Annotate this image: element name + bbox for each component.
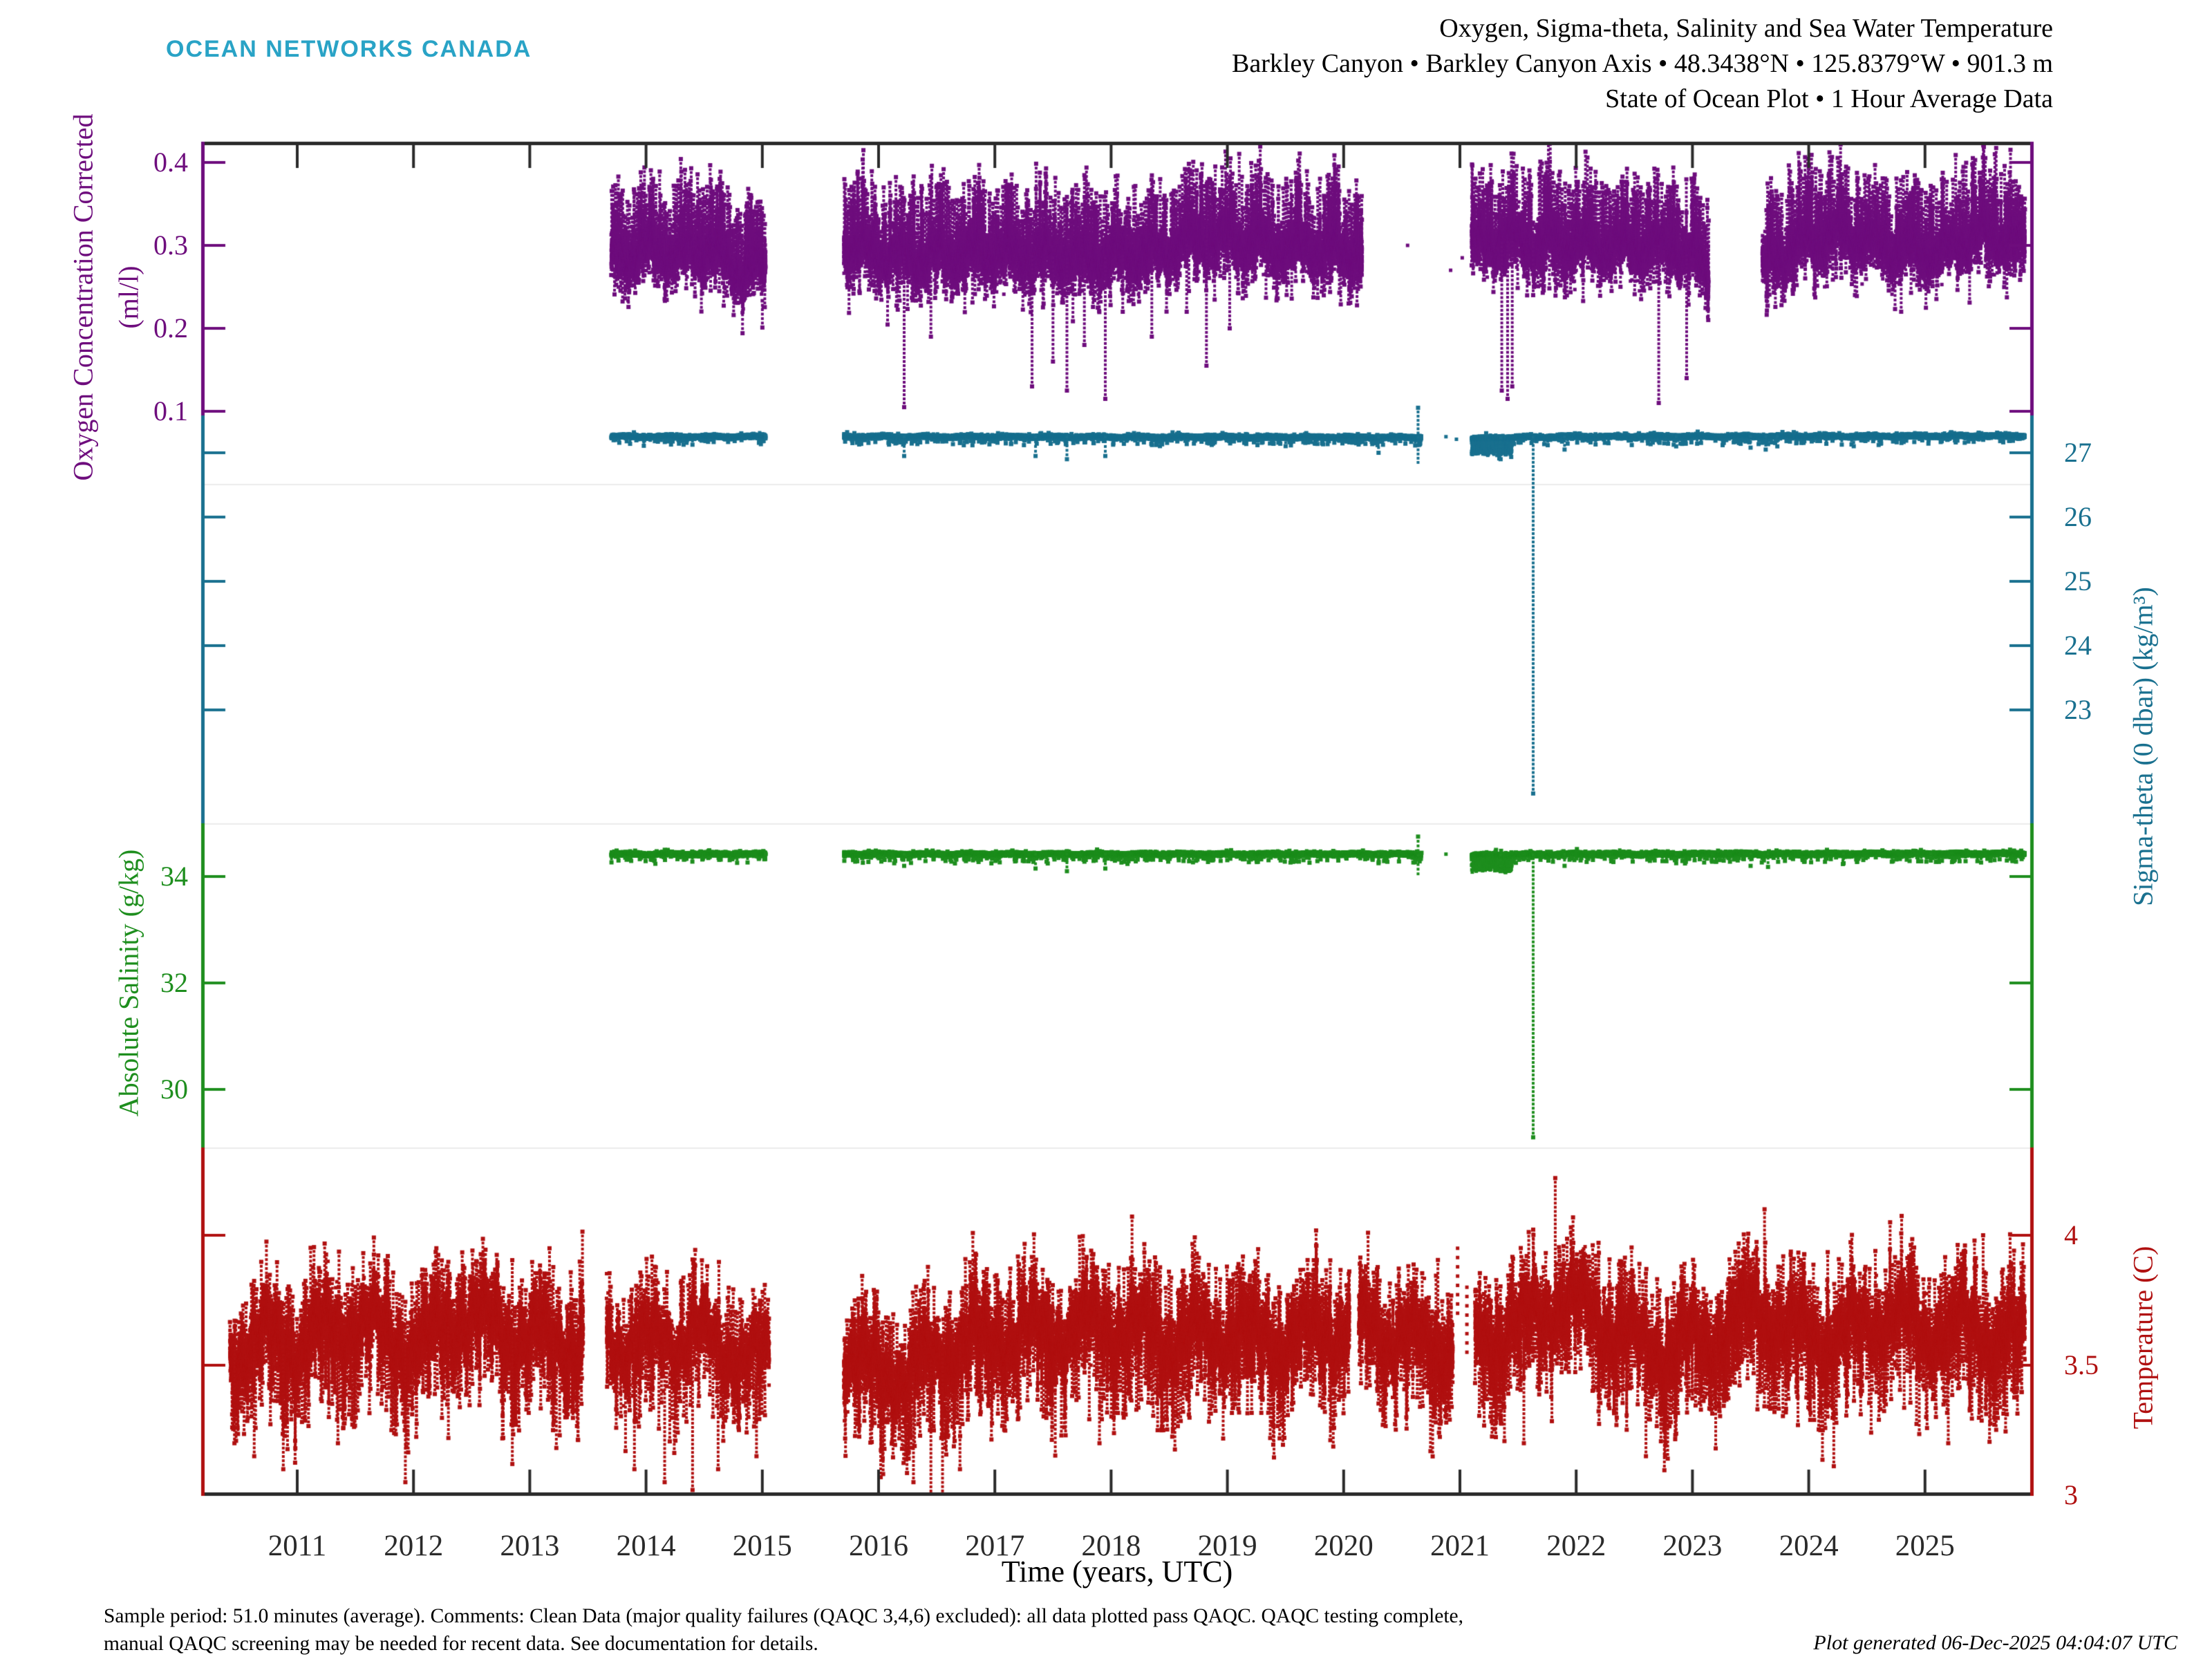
- x-tick-label-2020: 2020: [1313, 1530, 1374, 1562]
- x-tick-label-2022: 2022: [1546, 1530, 1606, 1562]
- plot-title-line2: Barkley Canyon • Barkley Canyon Axis • 4…: [1232, 49, 2053, 78]
- x-tick-label-2023: 2023: [1662, 1530, 1723, 1562]
- tick-label-oxygen-0.1: 0.1: [153, 395, 188, 427]
- tick-label-sigma-theta-24: 24: [2064, 630, 2092, 661]
- plot-generated-note: Plot generated 06-Dec-2025 04:04:07 UTC: [1813, 1631, 2177, 1654]
- axis-title-sigma-theta: Sigma-theta (0 dbar) (kg/m³): [2127, 587, 2159, 906]
- tick-label-salinity-30: 30: [160, 1074, 188, 1105]
- x-tick-label-2016: 2016: [849, 1530, 908, 1562]
- tick-label-oxygen-0.4: 0.4: [153, 147, 188, 178]
- x-axis-title: Time (years, UTC): [1001, 1555, 1233, 1588]
- x-tick-label-2025: 2025: [1895, 1530, 1955, 1562]
- plot-title-line1: Oxygen, Sigma-theta, Salinity and Sea Wa…: [1439, 14, 2053, 43]
- qaqc-footnote-line1: Sample period: 51.0 minutes (average). C…: [104, 1605, 1464, 1627]
- tick-label-sigma-theta-23: 23: [2064, 694, 2092, 725]
- tick-label-oxygen-0.2: 0.2: [153, 312, 188, 344]
- x-tick-label-2013: 2013: [500, 1530, 560, 1562]
- axis-title-temperature: Temperature (C): [2127, 1246, 2159, 1430]
- onc-logo: OCEAN NETWORKS CANADA: [166, 36, 532, 62]
- tick-label-oxygen-0.3: 0.3: [153, 229, 188, 261]
- tick-label-sigma-theta-25: 25: [2064, 565, 2092, 597]
- tick-label-sigma-theta-27: 27: [2064, 437, 2092, 468]
- x-tick-label-2019: 2019: [1197, 1530, 1257, 1562]
- x-tick-label-2017: 2017: [965, 1530, 1025, 1562]
- tick-label-salinity-34: 34: [160, 861, 188, 892]
- tick-label-sigma-theta-26: 26: [2064, 501, 2092, 532]
- qaqc-footnote-line2: manual QAQC screening may be needed for …: [104, 1633, 818, 1655]
- x-tick-label-2015: 2015: [732, 1530, 792, 1562]
- tick-label-temperature-3: 3: [2064, 1479, 2078, 1510]
- x-tick-label-2018: 2018: [1081, 1530, 1141, 1562]
- x-tick-label-2012: 2012: [384, 1530, 444, 1562]
- axis-title-salinity: Absolute Salinity (g/kg): [113, 849, 144, 1117]
- qaqc-footnote: Sample period: 51.0 minutes (average). C…: [104, 1602, 1463, 1658]
- tick-label-salinity-32: 32: [160, 967, 188, 998]
- axis-title-oxygen-line2: (ml/l): [113, 265, 144, 329]
- plot-title-line3: State of Ocean Plot • 1 Hour Average Dat…: [1605, 84, 2053, 113]
- x-tick-label-2011: 2011: [268, 1530, 327, 1562]
- plot-title-block: Oxygen, Sigma-theta, Salinity and Sea Wa…: [1232, 11, 2053, 117]
- x-tick-label-2014: 2014: [616, 1530, 676, 1562]
- x-tick-label-2024: 2024: [1779, 1530, 1839, 1562]
- tick-label-temperature-4: 4: [2064, 1219, 2078, 1250]
- x-tick-label-2021: 2021: [1430, 1530, 1490, 1562]
- tick-label-temperature-3.5: 3.5: [2064, 1349, 2099, 1380]
- axis-title-oxygen-line1: Oxygen Concentration Corrected: [67, 113, 99, 481]
